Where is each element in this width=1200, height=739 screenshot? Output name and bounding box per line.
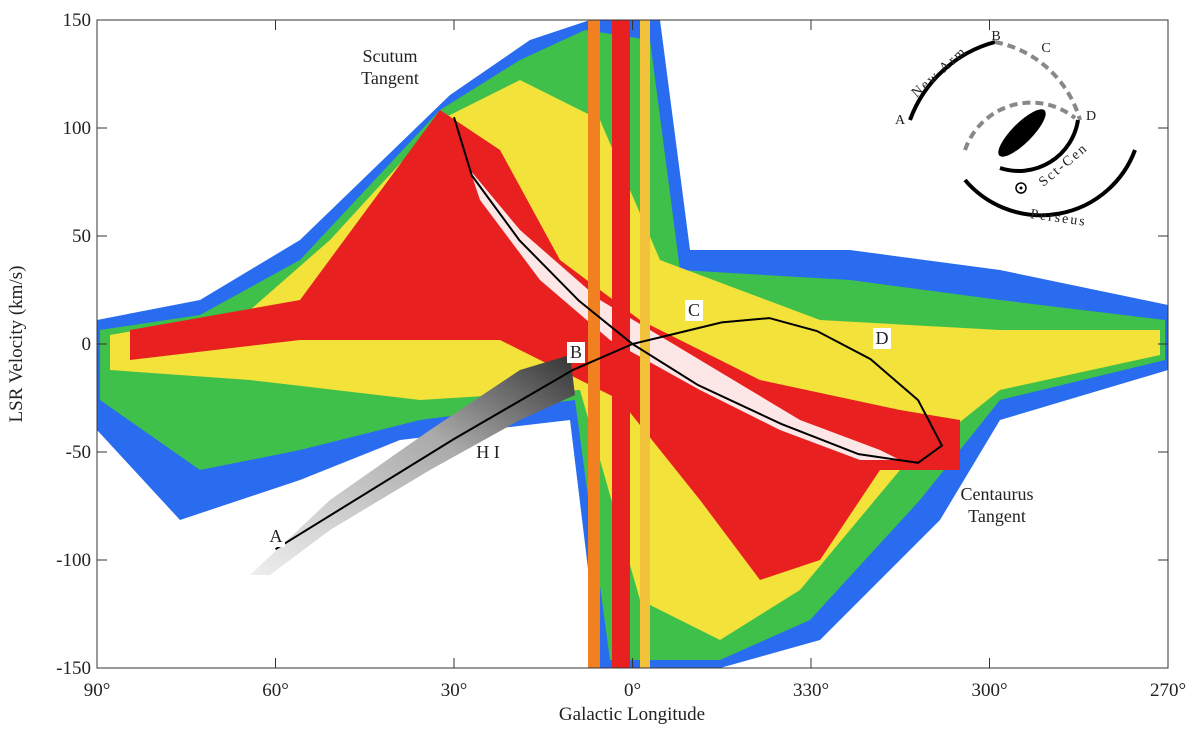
- y-tick-label: -150: [56, 658, 91, 679]
- annotation: Tangent: [361, 68, 419, 88]
- sun-symbol-dot: [1019, 186, 1023, 190]
- inset-point-label: D: [1086, 109, 1096, 124]
- x-tick-label: 30°: [441, 680, 468, 701]
- annotation: Tangent: [968, 506, 1026, 526]
- sct-cen-arm: [999, 119, 1080, 173]
- new-arm: [908, 40, 996, 121]
- x-tick-label: 90°: [84, 680, 111, 701]
- y-tick-label: 150: [63, 10, 92, 31]
- perseus-arm: [963, 149, 1137, 218]
- curve: [453, 116, 944, 464]
- new-arm-dashed: [994, 40, 1082, 121]
- sun-symbol: [1015, 182, 1027, 194]
- y-tick-label: 100: [63, 118, 92, 139]
- inset-arm-label: New Arm: [909, 44, 970, 101]
- x-tick-label: 60°: [262, 680, 289, 701]
- inset-point-label: A: [895, 113, 906, 128]
- curve: [274, 343, 633, 551]
- point-label-bg: [873, 328, 891, 349]
- x-axis-label: Galactic Longitude: [559, 704, 705, 725]
- y-tick-label: -50: [66, 442, 91, 463]
- point-label-bg: [567, 342, 585, 363]
- y-tick-label: -100: [56, 550, 91, 571]
- x-tick-label: 330°: [793, 680, 829, 701]
- annotation: Scutum: [362, 46, 417, 66]
- inset-point-label: C: [1041, 41, 1050, 56]
- inset-point-label: B: [991, 29, 1000, 44]
- sct-cen-dashed: [963, 100, 1077, 151]
- point-label: C: [688, 300, 700, 320]
- y-axis-label: LSR Velocity (km/s): [6, 266, 27, 423]
- inset-arm-label: Perseus: [1029, 207, 1087, 230]
- emission-streak: [588, 20, 600, 668]
- annotation: H I: [476, 442, 500, 462]
- point-label-bg: [685, 300, 703, 321]
- point-label: D: [876, 328, 889, 348]
- annotation: Centaurus: [961, 484, 1034, 504]
- galactic-bar: [998, 109, 1046, 157]
- x-tick-label: 0°: [624, 680, 641, 701]
- point-label: A: [270, 526, 283, 546]
- x-tick-label: 300°: [971, 680, 1007, 701]
- point-label: B: [570, 342, 582, 362]
- emission-red: [130, 110, 960, 580]
- x-tick-label: 270°: [1150, 680, 1186, 701]
- y-tick-label: 0: [82, 334, 92, 355]
- point-label-bg: [267, 526, 285, 547]
- emission-streak: [612, 20, 630, 668]
- emission-streak: [640, 20, 650, 668]
- y-tick-label: 50: [72, 226, 91, 247]
